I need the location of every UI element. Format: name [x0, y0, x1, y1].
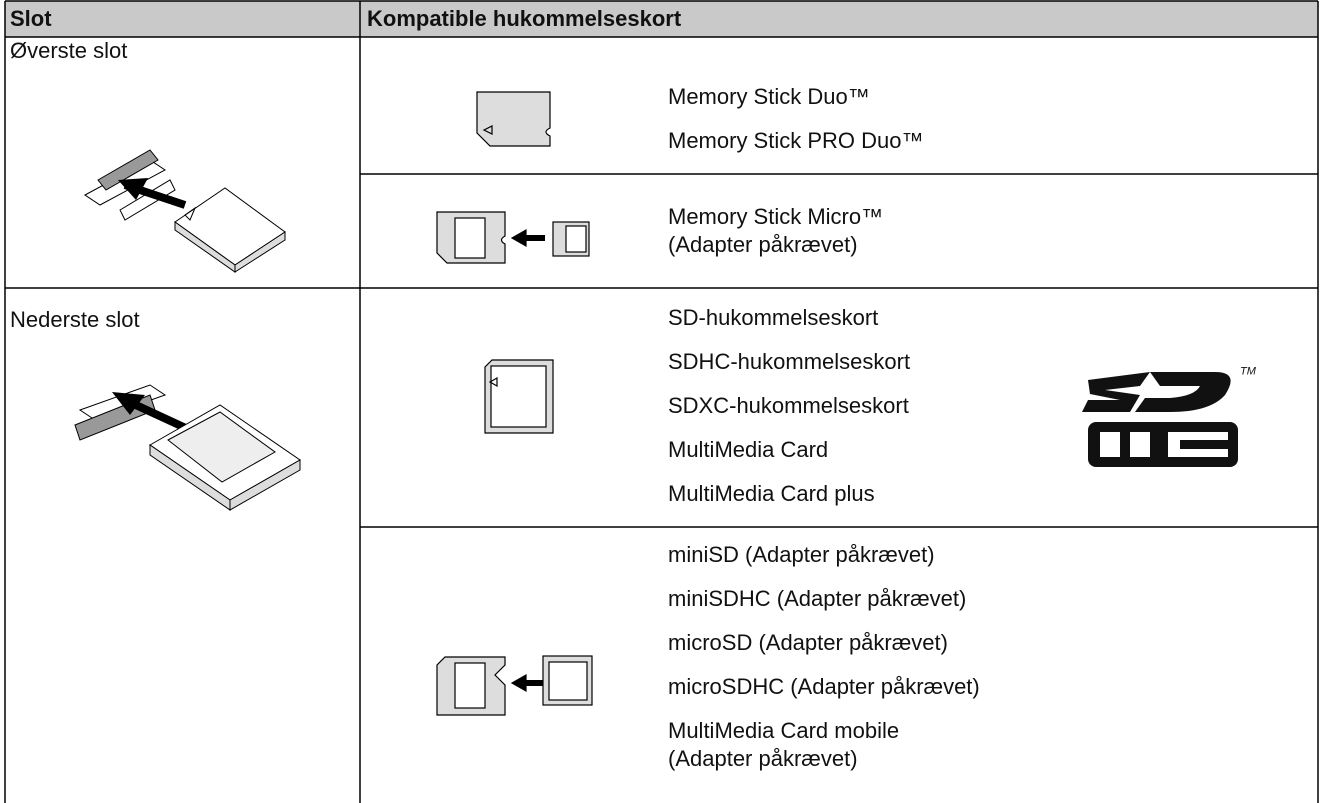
card-name: microSD (Adapter påkrævet) — [668, 630, 948, 655]
card-name: SD-hukommelseskort — [668, 305, 879, 330]
sdhc-logo — [1082, 372, 1238, 467]
card-name: MultiMedia Card mobile — [668, 718, 900, 743]
card-name: miniSDHC (Adapter påkrævet) — [668, 586, 967, 611]
card-name: Memory Stick Duo™ — [668, 84, 870, 109]
logo-trademark: TM — [1240, 365, 1256, 378]
card-name: Memory Stick Micro™ — [668, 204, 884, 229]
card-name: (Adapter påkrævet) — [668, 232, 858, 257]
card-name: SDXC-hukommelseskort — [668, 393, 909, 418]
header-cell: Kompatible hukommelseskort — [367, 6, 682, 31]
header-cell: Slot — [10, 6, 52, 31]
card-icon — [436, 211, 590, 264]
slot-label: Nederste slot — [10, 307, 140, 332]
card-name: miniSD (Adapter påkrævet) — [668, 542, 935, 567]
card-name: microSDHC (Adapter påkrævet) — [668, 674, 980, 699]
slot-label: Øverste slot — [10, 38, 128, 63]
slot-illustration-bottom — [74, 384, 301, 511]
card-name: (Adapter påkrævet) — [668, 746, 858, 771]
card-name: MultiMedia Card — [668, 437, 829, 462]
slot-illustration-top — [84, 149, 286, 273]
card-icon — [476, 91, 551, 147]
card-name: Memory Stick PRO Duo™ — [668, 128, 924, 153]
card-name: MultiMedia Card plus — [668, 481, 875, 506]
card-name: SDHC-hukommelseskort — [668, 349, 911, 374]
card-icon — [484, 359, 554, 434]
card-icon — [436, 655, 593, 716]
